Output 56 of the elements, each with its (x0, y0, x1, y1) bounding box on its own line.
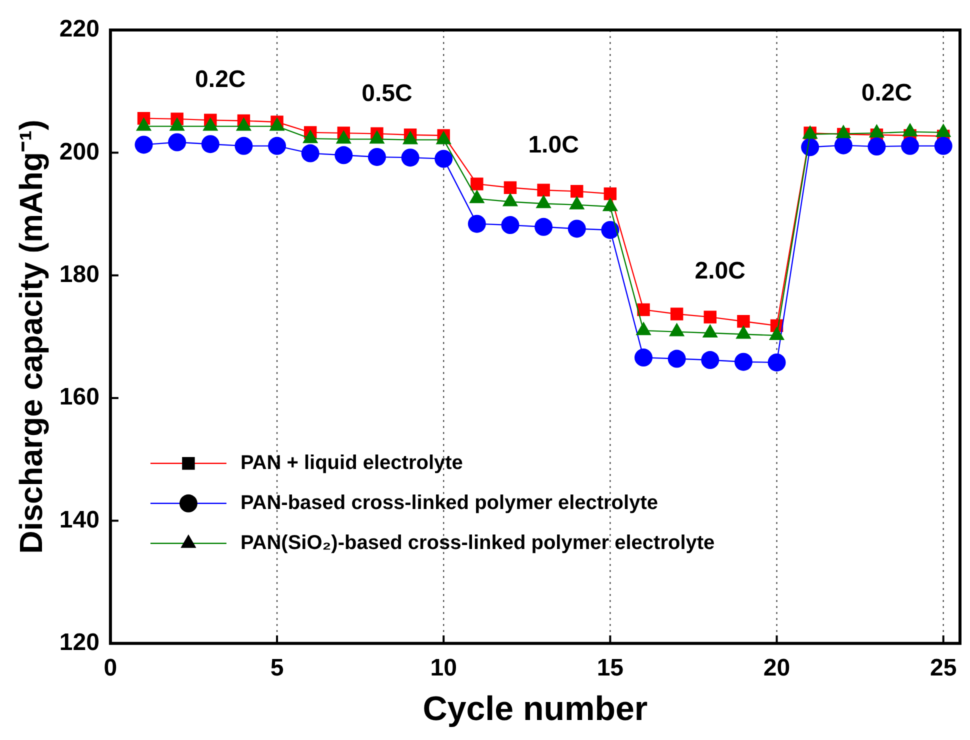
point (468, 214, 486, 233)
legend-label: PAN-based cross-linked polymer electrolyte (240, 492, 658, 514)
point (868, 138, 886, 156)
point (704, 310, 716, 324)
annotation: 0.5C (362, 80, 412, 108)
point (537, 184, 550, 196)
annotation: 0.2C (195, 66, 246, 93)
point (201, 135, 220, 154)
point (504, 181, 517, 194)
annotation: 0.2C (861, 79, 912, 106)
point (134, 136, 153, 154)
y-tick-label: 140 (59, 506, 100, 534)
point (234, 136, 253, 155)
point (568, 220, 586, 238)
y-tick-label: 200 (59, 138, 100, 166)
legend-label: PAN(SiO₂)-based cross-linked polymer electrolyte (240, 532, 715, 554)
y-tick-label: 220 (59, 16, 100, 43)
point (434, 150, 453, 168)
point (168, 133, 186, 152)
point (368, 148, 386, 166)
point (701, 351, 720, 370)
x-tick-label: 0 (104, 654, 118, 682)
point (670, 308, 684, 320)
point (534, 218, 553, 236)
annotation: 2.0C (694, 257, 746, 284)
point (470, 178, 484, 190)
point (401, 148, 420, 167)
point (768, 353, 786, 372)
point (268, 136, 286, 155)
point (604, 187, 617, 200)
point (634, 348, 652, 367)
point (934, 136, 952, 155)
point (301, 144, 320, 162)
legend-label: PAN + liquid electrolyte (240, 452, 463, 474)
point (334, 146, 353, 164)
point (734, 352, 752, 371)
point (801, 138, 820, 156)
x-tick-label: 5 (270, 654, 284, 682)
point (637, 303, 650, 316)
point (901, 136, 920, 155)
y-tick-label: 160 (59, 384, 100, 411)
point (570, 184, 584, 198)
point (668, 350, 686, 368)
x-tick-label: 20 (763, 654, 790, 682)
point (501, 216, 520, 234)
annotation: 1.0C (528, 132, 579, 159)
point (737, 315, 750, 328)
y-tick-label: 120 (59, 629, 100, 656)
x-tick-label: 10 (430, 654, 457, 682)
x-axis-title: Cycle number (422, 690, 648, 728)
point (834, 136, 852, 154)
point (601, 220, 620, 239)
y-tick-label: 180 (59, 260, 100, 288)
y-axis-title: Discharge capacity (mAhg⁻¹) (13, 120, 50, 554)
x-tick-label: 15 (596, 654, 624, 682)
x-tick-label: 25 (930, 654, 957, 682)
